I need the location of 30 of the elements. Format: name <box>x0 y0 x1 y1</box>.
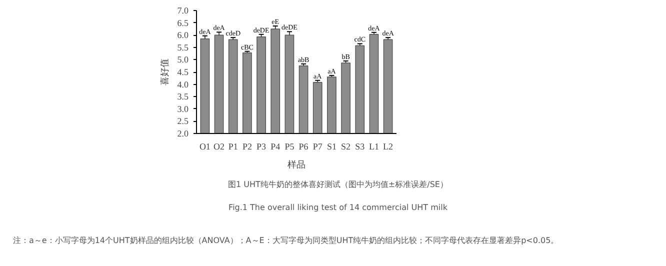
y-tick-label: 4.5 <box>177 67 189 77</box>
y-tick-label: 7.0 <box>177 6 189 16</box>
y-tick-label: 3.0 <box>177 104 189 114</box>
y-tick-label: 5.0 <box>177 54 189 65</box>
y-tick-label: 2.0 <box>177 128 189 138</box>
x-tick-label: S2 <box>341 142 351 152</box>
y-tick-label: 4.0 <box>177 79 189 90</box>
x-tick-label: P6 <box>298 142 309 152</box>
x-tick-label: P3 <box>256 142 267 152</box>
y-tick-label: 6.5 <box>177 18 189 28</box>
y-tick-label: 6.0 <box>177 30 189 40</box>
x-axis-title: 样品 <box>288 160 306 170</box>
y-tick-label: 3.5 <box>177 92 189 102</box>
x-tick-label: S1 <box>326 142 336 152</box>
x-tick-label: P2 <box>242 142 252 152</box>
x-tick-label: S3 <box>355 142 366 152</box>
x-tick-label: O1 <box>199 142 210 152</box>
text: Fig.1 The overall liking test of 14 commercial UHT milk <box>228 202 448 214</box>
x-tick-label: P7 <box>312 142 323 152</box>
x-tick-label: P1 <box>228 142 238 152</box>
text: 图1 UHT纯牛奶的整体喜好测试（图中为均值±标准误差/SE） <box>228 179 448 190</box>
y-tick-label: 5.5 <box>177 42 189 52</box>
y-tick-label: 2.5 <box>177 116 189 126</box>
x-tick-label: P4 <box>270 142 281 152</box>
x-tick-label: L2 <box>383 142 394 152</box>
text: 注：a～e：小写字母为14个UHT奶样品的组内比较（ANOVA）；A～E：大写字母为同类型UHT纯牛奶的组内比较；不同字母代表存在显著差异p<0.05。 <box>13 234 559 246</box>
x-tick-label: O2 <box>214 142 225 152</box>
x-tick-label: P5 <box>284 142 295 152</box>
x-tick-label: L1 <box>368 142 379 152</box>
y-axis-title: 喜好值 <box>159 58 170 86</box>
